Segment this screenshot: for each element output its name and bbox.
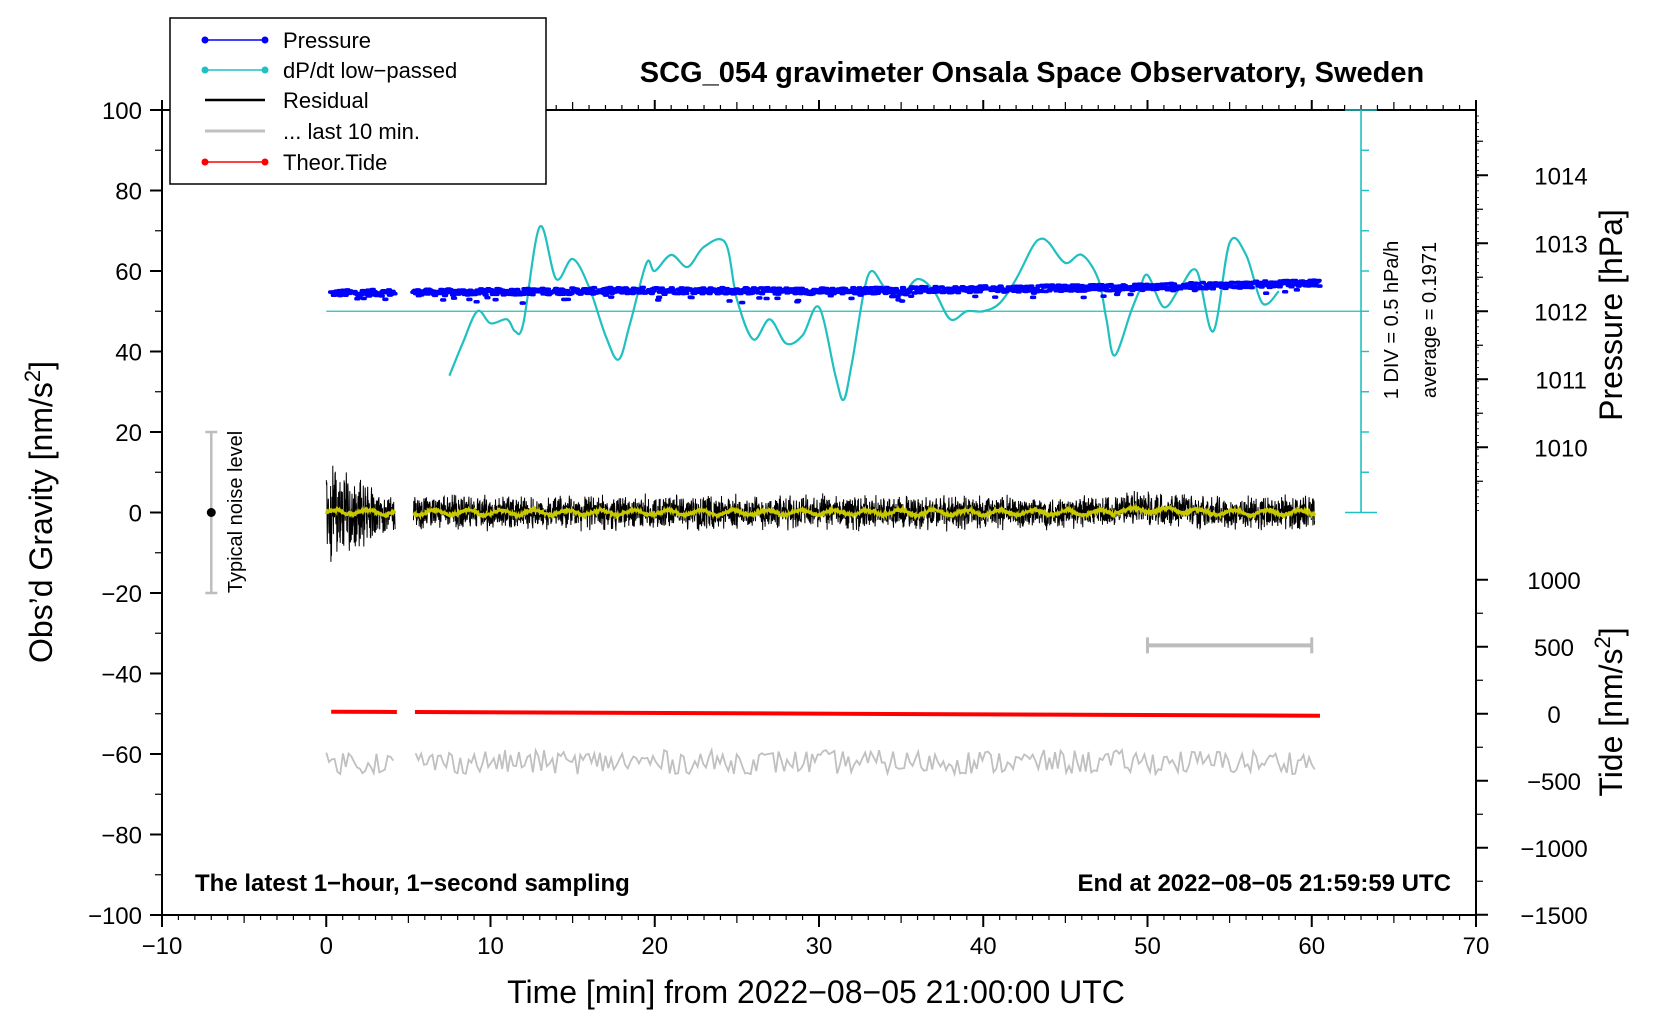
y-tick-label: −20 xyxy=(101,581,142,608)
y-tick-label: 100 xyxy=(102,98,142,125)
tide-tick-label: 0 xyxy=(1547,702,1560,729)
x-tick-label: 10 xyxy=(477,933,504,960)
x-tick-label: 0 xyxy=(320,933,333,960)
x-axis-title: Time [min] from 2022−08−05 21:00:00 UTC xyxy=(507,974,1125,1010)
y-tick-label: 20 xyxy=(115,420,142,447)
dpdt-scale-bar xyxy=(1345,109,1378,514)
legend-marker-pressure-right xyxy=(261,36,269,44)
residual-smoothed-line xyxy=(325,502,1316,521)
pressure-series xyxy=(327,278,1323,305)
chart-title: SCG_054 gravimeter Onsala Space Observat… xyxy=(640,57,1424,89)
noise-level-bar xyxy=(205,430,218,595)
x-tick-label: 20 xyxy=(641,933,668,960)
pressure-axis-title: Pressure [hPa] xyxy=(1593,209,1629,421)
legend-item-dpdt: dP/dt low−passed xyxy=(201,58,457,83)
last-10-min-series xyxy=(325,746,1316,778)
y-tick-label: 80 xyxy=(115,179,142,206)
noise-bar-center-dot xyxy=(206,508,216,517)
tide-line-segment xyxy=(414,709,1320,718)
x-tick-label: −10 xyxy=(142,933,183,960)
noise-level-label: Typical noise level xyxy=(225,431,247,593)
residual-series xyxy=(325,465,1316,562)
legend-marker-pressure-left xyxy=(201,36,209,44)
y-tick-label: 0 xyxy=(129,501,142,528)
y-axis-ticks: 100 80 60 40 20 0 −20 −40 −60 −80 −100 xyxy=(88,98,162,930)
tide-tick-label: −1500 xyxy=(1520,903,1587,930)
bottom-left-note: The latest 1−hour, 1−second sampling xyxy=(195,870,630,897)
tide-tick-label: −1000 xyxy=(1520,836,1587,863)
tide-axis-title: Tide [nm/s2] xyxy=(1590,627,1629,796)
pressure-tick-label: 1010 xyxy=(1534,435,1587,462)
pressure-tick-label: 1013 xyxy=(1534,231,1587,258)
y-tick-label: 40 xyxy=(115,340,142,367)
legend-label-last10: ... last 10 min. xyxy=(283,119,420,144)
y-tick-label: −100 xyxy=(88,903,142,930)
legend-marker-dpdt-right xyxy=(261,66,269,74)
legend: Pressure dP/dt low−passed Residual ... l… xyxy=(169,17,547,185)
legend-label-pressure: Pressure xyxy=(283,28,371,53)
legend-item-pressure: Pressure xyxy=(201,28,371,53)
y-axis-title: Obs’d Gravity [nm/s2] xyxy=(20,361,59,663)
legend-item-tide: Theor.Tide xyxy=(201,150,387,175)
tide-tick-label: 500 xyxy=(1534,635,1574,662)
tide-axis-ticks: 1000 500 0 −500 −1000 −1500 xyxy=(1476,568,1588,930)
pressure-axis-ticks: 1014 1013 1012 1011 1010 xyxy=(1476,115,1588,511)
legend-marker-tide-right xyxy=(261,158,269,166)
scale-bar-label: 1 DIV = 0.5 hPa/h xyxy=(1381,241,1403,399)
x-tick-label: 70 xyxy=(1463,933,1490,960)
legend-label-tide: Theor.Tide xyxy=(283,150,387,175)
x-tick-label: 50 xyxy=(1134,933,1161,960)
bottom-right-note: End at 2022−08−05 21:59:59 UTC xyxy=(1077,870,1451,897)
pressure-tick-label: 1012 xyxy=(1534,299,1587,326)
tide-tick-label: −500 xyxy=(1527,769,1581,796)
dpdt-line xyxy=(448,225,1280,402)
pressure-tick-label: 1011 xyxy=(1535,367,1587,394)
legend-item-last10: ... last 10 min. xyxy=(205,119,420,144)
y-tick-label: 60 xyxy=(115,259,142,286)
tide-tick-label: 1000 xyxy=(1527,568,1580,595)
y-tick-label: −60 xyxy=(101,742,142,769)
dpdt-series xyxy=(448,225,1280,402)
tide-series xyxy=(331,709,1320,718)
pressure-tick-label: 1014 xyxy=(1534,163,1587,190)
residual-line xyxy=(325,465,1316,562)
y-tick-label: −80 xyxy=(101,823,142,850)
scale-average-label: average = 0.1971 xyxy=(1419,242,1441,398)
x-axis-ticks: −10 0 10 20 30 40 50 60 70 xyxy=(142,100,1490,960)
last10-line xyxy=(325,746,1316,778)
x-tick-label: 30 xyxy=(806,933,833,960)
legend-label-residual: Residual xyxy=(283,88,369,113)
x-tick-label: 40 xyxy=(970,933,997,960)
y-tick-label: −40 xyxy=(101,662,142,689)
pressure-points xyxy=(327,278,1323,305)
last-10-min-bar xyxy=(1146,637,1314,654)
legend-marker-dpdt-left xyxy=(201,66,209,74)
legend-item-residual: Residual xyxy=(205,88,369,113)
legend-marker-tide-left xyxy=(201,158,209,166)
x-tick-label: 60 xyxy=(1298,933,1325,960)
legend-label-dpdt: dP/dt low−passed xyxy=(283,58,457,83)
